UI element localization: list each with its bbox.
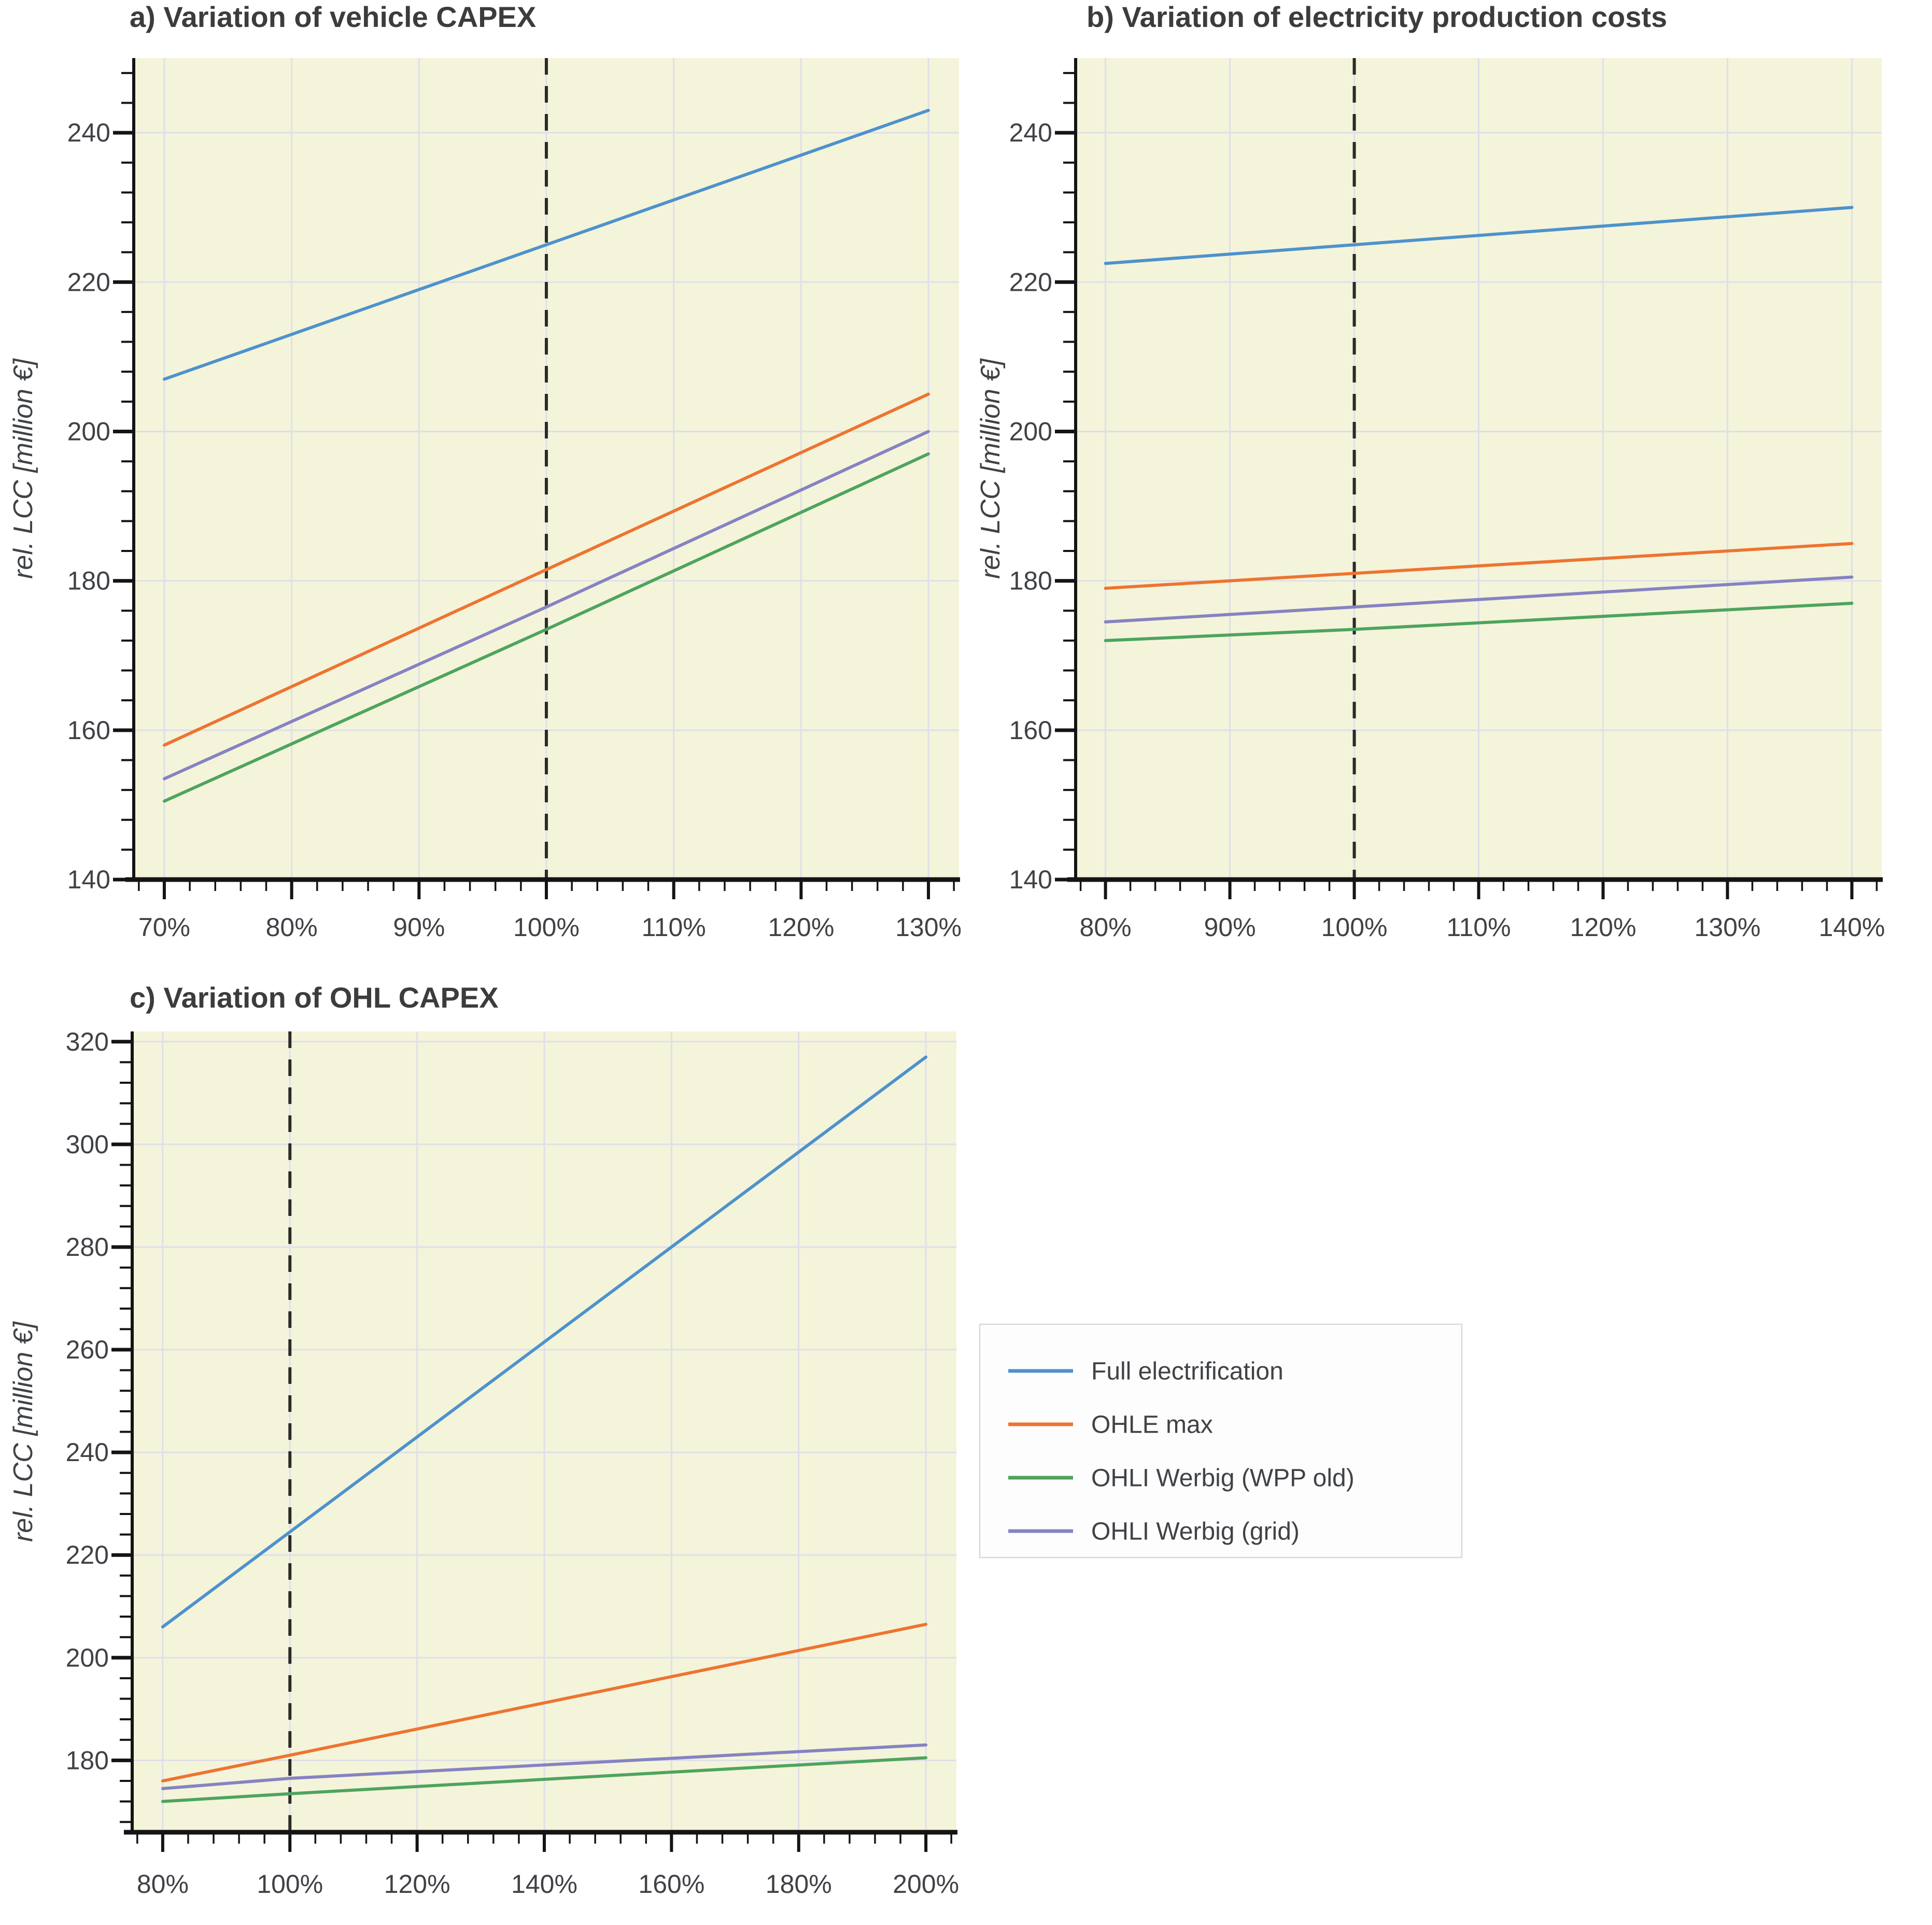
panel-b: 80% 90% 100% 110% 120% 130% 140% 140 160 180 200 22…: [976, 1, 1885, 942]
legend-box: [979, 1323, 1463, 1559]
panel-b-series-full-electrification: [1104, 206, 1854, 265]
panel-c-y-tick-label: 240: [66, 1438, 109, 1467]
panel-b-x-tick-label: 100%: [1321, 913, 1388, 942]
panel-b-series-ohli-werbig-wpp-old: [1104, 601, 1854, 642]
panel-c-y-tick-label: 180: [66, 1746, 109, 1775]
legend: Full electrification OHLE max OHLI Werbig …: [979, 1323, 1463, 1559]
panel-b-y-tick-label: 160: [1009, 716, 1052, 745]
panel-c-series-ohli-werbig-grid: [161, 1743, 928, 1790]
panel-c-series-ohle-max: [161, 1622, 928, 1782]
legend-label: OHLI Werbig (WPP old): [1091, 1464, 1355, 1492]
panel-c-x-tick-label: 140%: [511, 1870, 577, 1899]
panel-a-y-tick-label: 200: [67, 417, 110, 446]
panel-b-series-ohle-max: [1104, 542, 1854, 590]
panel-a-y-axis-label: rel. LCC [million €]: [8, 358, 38, 579]
panel-a-y-tick-label: 140: [67, 865, 110, 894]
panel-a: 70% 80% 90% 100% 110% 120% 130% 140 160 180 200 220…: [8, 1, 962, 942]
panel-b-y-tick-label: 220: [1009, 267, 1052, 296]
panel-c-y-tick-label: 260: [66, 1335, 109, 1364]
panel-c-y-tick-label: 300: [66, 1130, 109, 1159]
panel-b-title: b) Variation of electricity production c…: [1087, 1, 1667, 33]
panel-b-x-tick-label: 140%: [1818, 913, 1885, 942]
panel-b-x-tick-label: 80%: [1080, 913, 1132, 942]
legend-label: Full electrification: [1091, 1357, 1284, 1385]
panel-a-series-ohli-werbig-grid: [163, 430, 930, 781]
panel-a-x-tick-label: 100%: [513, 913, 580, 942]
panel-b-x-tick-label: 130%: [1694, 913, 1760, 942]
panel-c-x-tick-label: 80%: [137, 1870, 189, 1899]
panel-c-y-tick-label: 200: [66, 1643, 109, 1672]
panel-c-x-tick-label: 160%: [638, 1870, 704, 1899]
panel-a-x-tick-label: 130%: [895, 913, 962, 942]
panel-b-series-ohli-werbig-grid: [1104, 575, 1854, 624]
panel-a-y-tick-label: 240: [67, 118, 110, 147]
panel-c-y-tick-label: 280: [66, 1233, 109, 1262]
panel-c-y-tick-label: 220: [66, 1540, 109, 1569]
panel-c-series-full-electrification: [161, 1055, 928, 1629]
panel-a-series-full-electrification: [163, 108, 930, 381]
legend-item: Full electrification: [1008, 1357, 1284, 1385]
panel-a-x-tick-label: 120%: [768, 913, 834, 942]
legend-item: OHLI Werbig (grid): [1008, 1518, 1300, 1545]
panel-b-y-tick-label: 200: [1009, 417, 1052, 446]
panel-a-x-tick-label: 70%: [138, 913, 190, 942]
panel-c-y-axis-label: rel. LCC [million €]: [8, 1321, 38, 1542]
panel-a-y-tick-label: 220: [67, 267, 110, 296]
panel-b-y-tick-label: 180: [1009, 567, 1052, 596]
legend-item: OHLE max: [1008, 1411, 1213, 1438]
panel-a-series-ohli-werbig-wpp-old: [163, 452, 930, 803]
legend-label: OHLE max: [1091, 1411, 1213, 1438]
panel-b-x-tick-label: 120%: [1570, 913, 1637, 942]
panel-b-y-tick-label: 140: [1009, 865, 1052, 894]
panel-b-y-axis-label: rel. LCC [million €]: [976, 358, 1006, 579]
panel-c-title: c) Variation of OHL CAPEX: [130, 981, 499, 1014]
panel-c-x-tick-label: 200%: [893, 1870, 959, 1899]
panel-a-x-tick-label: 80%: [266, 913, 318, 942]
panel-c-series-ohli-werbig-wpp-old: [161, 1756, 928, 1803]
panel-c-x-tick-label: 120%: [384, 1870, 450, 1899]
panel-a-y-tick-label: 180: [67, 567, 110, 596]
panel-c-x-tick-label: 100%: [257, 1870, 323, 1899]
panel-b-x-tick-label: 90%: [1204, 913, 1256, 942]
panel-c: 80% 100% 120% 140% 160% 180% 200% 180 200 220 240 2…: [8, 981, 959, 1899]
legend-label: OHLI Werbig (grid): [1091, 1518, 1300, 1545]
panel-c-y-tick-label: 320: [66, 1027, 109, 1056]
panel-a-title: a) Variation of vehicle CAPEX: [130, 1, 536, 33]
panel-b-x-tick-label: 110%: [1446, 913, 1511, 942]
panel-a-y-tick-label: 160: [67, 716, 110, 745]
panel-a-x-tick-label: 110%: [642, 913, 706, 942]
panel-c-x-tick-label: 180%: [766, 1870, 832, 1899]
panel-a-series-ohle-max: [163, 392, 930, 747]
panel-a-x-tick-label: 90%: [393, 913, 445, 942]
panel-b-y-tick-label: 240: [1009, 118, 1052, 147]
legend-item: OHLI Werbig (WPP old): [1008, 1464, 1355, 1492]
